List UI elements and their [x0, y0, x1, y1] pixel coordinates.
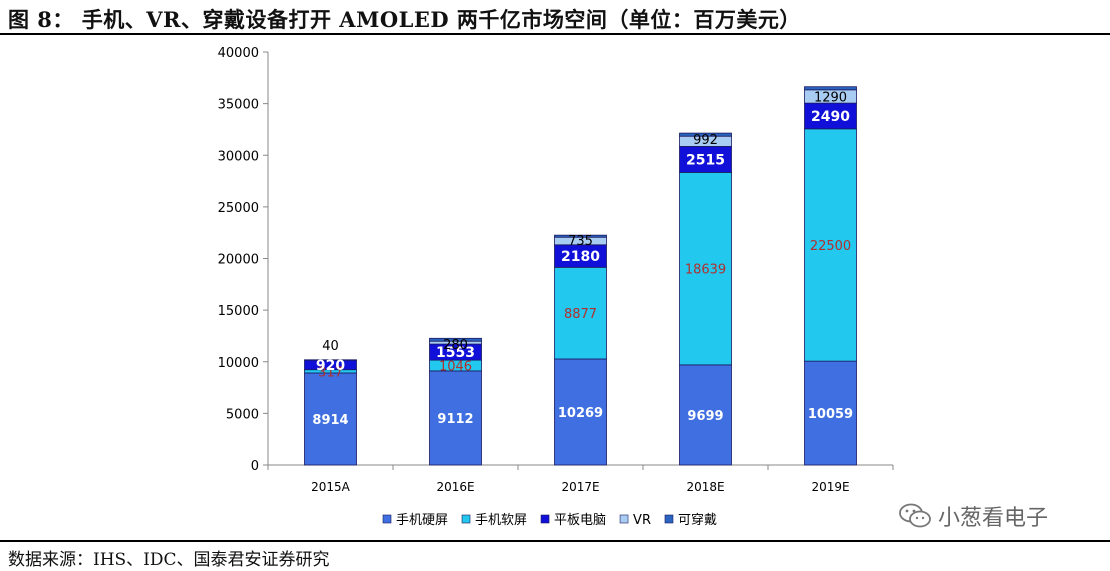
y-tick-label: 20000: [218, 253, 259, 268]
wechat-icon: [899, 503, 931, 528]
legend-swatch: [664, 514, 674, 524]
data-label: 10059: [808, 407, 853, 422]
bar-segment: [679, 364, 732, 466]
data-label: 920: [316, 358, 345, 374]
data-label: 9699: [687, 409, 723, 424]
legend-swatch: [461, 514, 471, 524]
data-label: 8914: [312, 413, 348, 428]
data-label: 2515: [686, 152, 725, 168]
y-tick-label: 30000: [218, 149, 259, 164]
data-label: 1553: [436, 345, 475, 361]
watermark: 小葱看电子: [898, 500, 1048, 532]
bar-segment: [429, 337, 482, 342]
source-rule: [0, 540, 1110, 542]
legend-swatch: [619, 514, 629, 524]
watermark-text: 小葱看电子: [938, 506, 1049, 531]
data-label: 2180: [561, 249, 600, 265]
y-tick-label: 35000: [218, 98, 259, 113]
data-label: 735: [568, 234, 593, 249]
data-label: 10269: [558, 406, 603, 421]
legend-label: 平板电脑: [554, 513, 606, 528]
bar-segment: [679, 146, 732, 173]
data-label: 18639: [685, 263, 726, 278]
bar-segment: [679, 172, 732, 366]
data-label: 1290: [814, 90, 847, 105]
bar-segment: [804, 86, 857, 91]
bar-segment: [804, 102, 857, 130]
x-tick-label: 2015A: [311, 480, 351, 494]
y-tick-label: 15000: [218, 304, 259, 319]
bar-segment: [304, 372, 357, 466]
legend-label: 可穿戴: [678, 512, 717, 528]
legend-swatch: [540, 514, 550, 524]
title-rule: [0, 33, 1110, 35]
bar-segment: [554, 266, 607, 360]
data-label: 992: [693, 133, 718, 148]
legend-label: 手机硬屏: [396, 513, 448, 528]
data-label: 317: [318, 365, 343, 380]
x-tick-label: 2018E: [686, 480, 724, 494]
y-tick-label: 40000: [218, 46, 259, 61]
y-tick-label: 10000: [218, 356, 259, 371]
figure-title: 图 8： 手机、VR、穿戴设备打开 AMOLED 两千亿市场空间（单位：百万美元…: [8, 7, 801, 32]
bar-segment: [679, 132, 732, 137]
data-label: 2490: [811, 109, 850, 125]
data-label: 8877: [564, 307, 597, 322]
data-label: 22500: [810, 239, 851, 254]
y-tick-label: 5000: [226, 407, 259, 422]
bar-segment: [804, 128, 857, 362]
legend-swatch: [382, 514, 392, 524]
data-label: 280: [443, 338, 468, 353]
bar-segment: [554, 234, 607, 238]
y-tick-label: 25000: [218, 201, 259, 216]
x-tick-label: 2016E: [436, 480, 474, 494]
source-note: 数据来源：IHS、IDC、国泰君安证券研究: [8, 550, 330, 570]
bar-segment: [554, 358, 607, 466]
x-tick-label: 2019E: [811, 480, 849, 494]
x-tick-label: 2017E: [561, 480, 599, 494]
legend-label: VR: [633, 513, 651, 528]
data-label: 9112: [437, 412, 473, 427]
data-label: 40: [322, 339, 339, 354]
data-label: 1046: [439, 360, 472, 375]
bar-segment: [804, 360, 857, 466]
y-tick-label: 0: [251, 459, 259, 474]
legend-label: 手机软屏: [475, 513, 527, 528]
